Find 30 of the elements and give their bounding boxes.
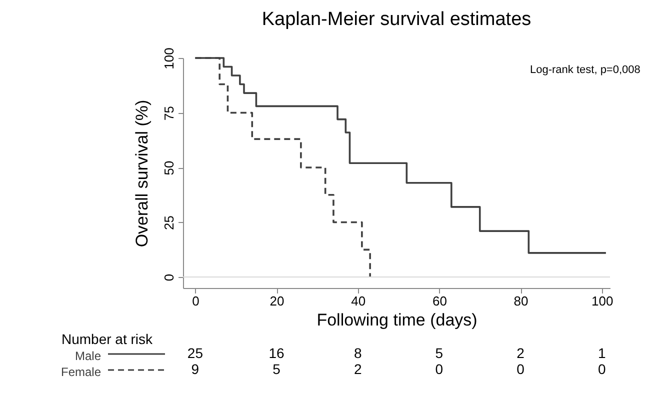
legend-label: Female (60, 365, 102, 379)
text: 9 (191, 361, 200, 377)
text: 8 (354, 345, 362, 361)
y-tick-label: 100 (162, 48, 176, 70)
legend-label: Male (74, 349, 102, 363)
text: 2 (354, 361, 362, 377)
x-tick-label: 0 (192, 294, 200, 308)
text: 0 (598, 361, 606, 377)
text: 5 (272, 361, 281, 377)
x-axis-title: Following time (days) (316, 310, 478, 330)
text: 16 (268, 345, 285, 361)
x-tick-label: 40 (351, 294, 366, 308)
y-axis-title: Overall survival (%) (132, 100, 152, 248)
text: 25 (187, 345, 204, 361)
text: 1 (598, 345, 606, 361)
chart-title: Kaplan-Meier survival estimates (262, 9, 532, 30)
x-tick-label: 80 (514, 294, 528, 308)
text: 5 (435, 345, 444, 361)
text: Number at risk (61, 331, 154, 347)
text: 2 (516, 345, 525, 361)
text: 0 (435, 361, 444, 377)
annotation: Log-rank test, p=0,008 (530, 64, 640, 76)
y-tick-label: 50 (162, 160, 176, 176)
y-tick-label: 0 (162, 274, 176, 282)
x-tick-label: 100 (592, 294, 614, 308)
x-tick-label: 20 (270, 294, 284, 308)
text: 0 (516, 361, 525, 377)
y-tick-label: 75 (162, 106, 176, 120)
x-tick-label: 60 (432, 294, 447, 308)
y-tick-label: 25 (162, 216, 176, 230)
